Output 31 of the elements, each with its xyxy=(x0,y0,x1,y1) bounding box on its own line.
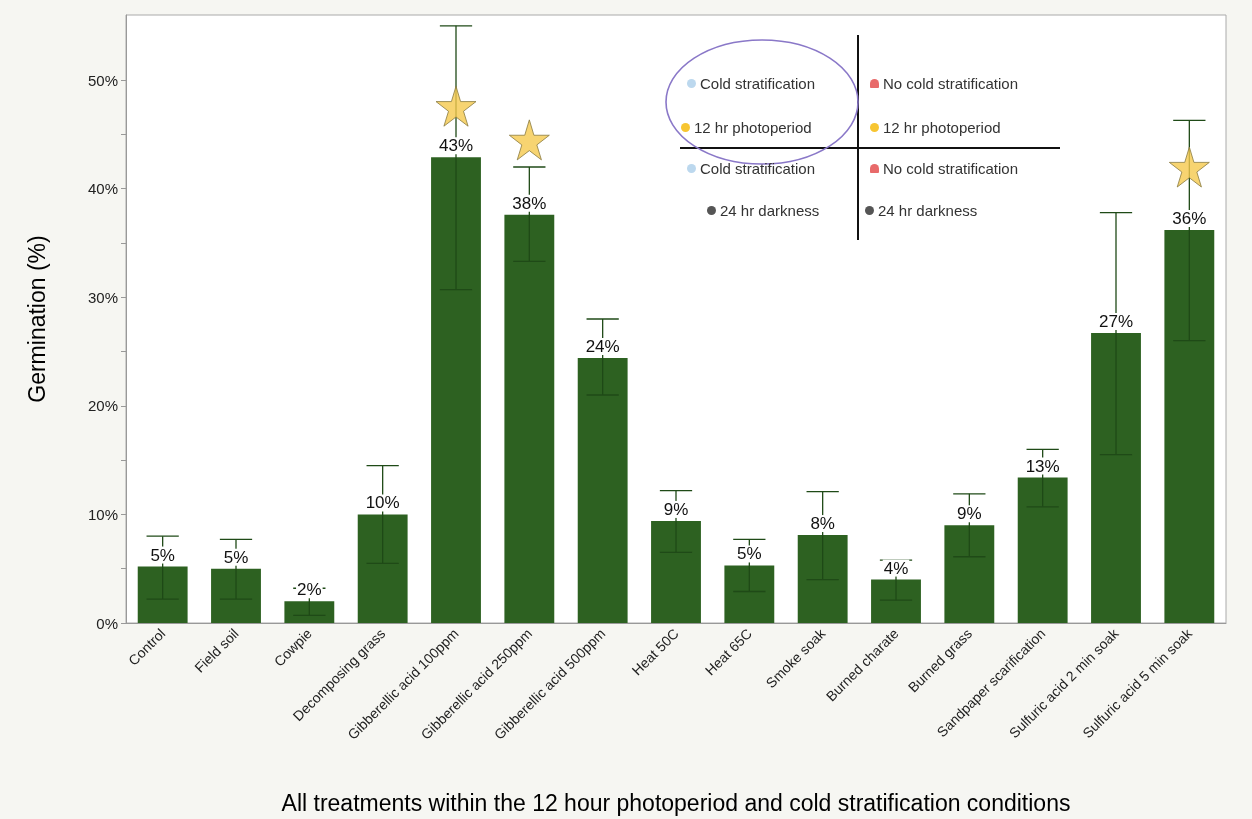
data-label: 4% xyxy=(883,558,909,578)
data-label: 36% xyxy=(1172,208,1207,228)
y-tick-label: 10% xyxy=(87,505,118,523)
annotation: No cold stratification xyxy=(883,75,1019,92)
annotation: 24 hr darkness xyxy=(720,202,820,219)
data-label: 5% xyxy=(737,544,762,564)
data-label: 43% xyxy=(438,136,474,156)
x-axis-title: All treatments within the 12 hour photoperiod and cold stratification conditions xyxy=(281,789,1071,816)
data-label: 5% xyxy=(223,547,249,567)
annotation: Cold stratification xyxy=(700,160,816,177)
data-label: 24% xyxy=(585,337,620,357)
annotation: 12 hr photoperiod xyxy=(694,119,812,136)
y-tick-label: 40% xyxy=(87,180,118,198)
annotation: 24 hr darkness xyxy=(878,202,978,219)
annotation: Cold stratification xyxy=(700,75,816,92)
data-label: 2% xyxy=(297,580,322,600)
data-label: 27% xyxy=(1098,312,1134,332)
y-axis-title: Germination (%) xyxy=(23,235,50,403)
annotation: 12 hr photoperiod xyxy=(883,119,1001,136)
data-label: 9% xyxy=(957,504,982,524)
y-tick-label: 30% xyxy=(87,288,118,306)
y-tick-label: 20% xyxy=(87,397,118,415)
data-label: 13% xyxy=(1025,456,1060,476)
data-label: 5% xyxy=(150,545,175,565)
data-label: 8% xyxy=(810,514,835,534)
data-label: 38% xyxy=(512,193,547,213)
y-tick-label: 0% xyxy=(96,614,118,632)
annotation: No cold stratification xyxy=(883,160,1019,177)
y-tick-label: 50% xyxy=(87,71,118,89)
data-label: 9% xyxy=(663,499,689,519)
data-label: 10% xyxy=(365,493,400,513)
